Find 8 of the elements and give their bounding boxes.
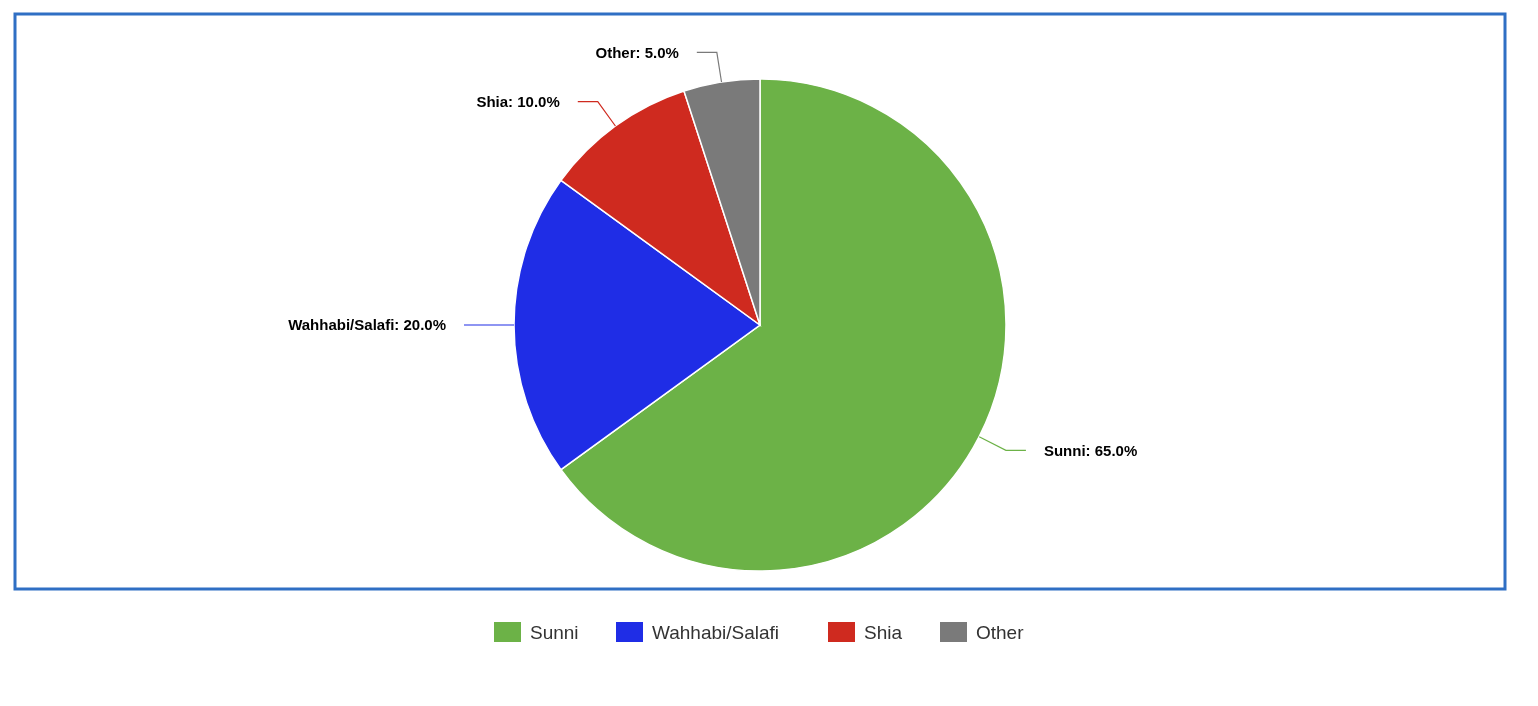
legend-label: Other [976, 621, 1025, 643]
data-label: Other: 5.0% [595, 43, 679, 61]
data-label: Sunni: 65.0% [1043, 441, 1138, 459]
legend-label: Sunni [530, 621, 579, 643]
legend-label: Shia [864, 621, 903, 643]
data-label: Wahhabi/Salafi: 20.0% [288, 316, 446, 334]
legend-label: Wahhabi/Salafi [652, 621, 780, 643]
data-label: Shia: 10.0% [476, 92, 560, 110]
